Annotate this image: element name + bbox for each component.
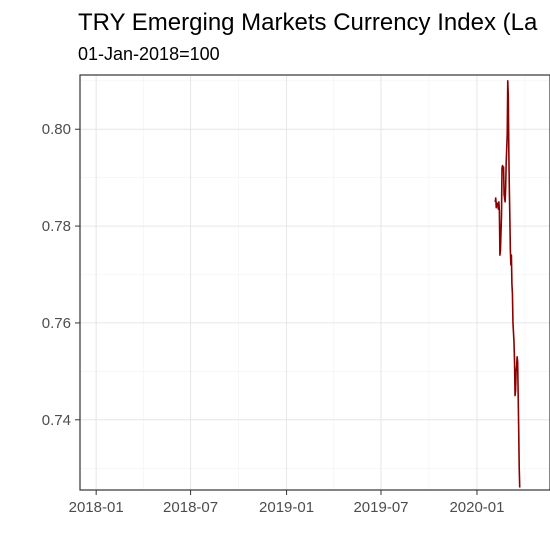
y-tick-label: 0.74 [42, 412, 71, 429]
series-line [494, 80, 521, 488]
series-group [494, 80, 521, 488]
grid-minor-group [80, 75, 550, 490]
grid-major-group [80, 75, 550, 490]
chart-subtitle: 01-Jan-2018=100 [78, 44, 220, 64]
y-tick-label: 0.80 [42, 121, 71, 138]
chart-title: TRY Emerging Markets Currency Index (La [78, 9, 538, 36]
x-tick-label: 2019-07 [353, 499, 408, 516]
x-axis: 2018-01 2018-07 2019-01 2019-07 2020-01 [69, 490, 505, 516]
x-tick-label: 2019-01 [259, 499, 314, 516]
x-tick-label: 2020-01 [449, 499, 504, 516]
y-tick-label: 0.76 [42, 315, 71, 332]
x-tick-label: 2018-07 [163, 499, 218, 516]
y-axis: 0.74 0.76 0.78 0.80 [42, 121, 80, 429]
y-tick-label: 0.78 [42, 218, 71, 235]
panel-border [79, 74, 550, 491]
x-tick-label: 2018-01 [69, 499, 124, 516]
